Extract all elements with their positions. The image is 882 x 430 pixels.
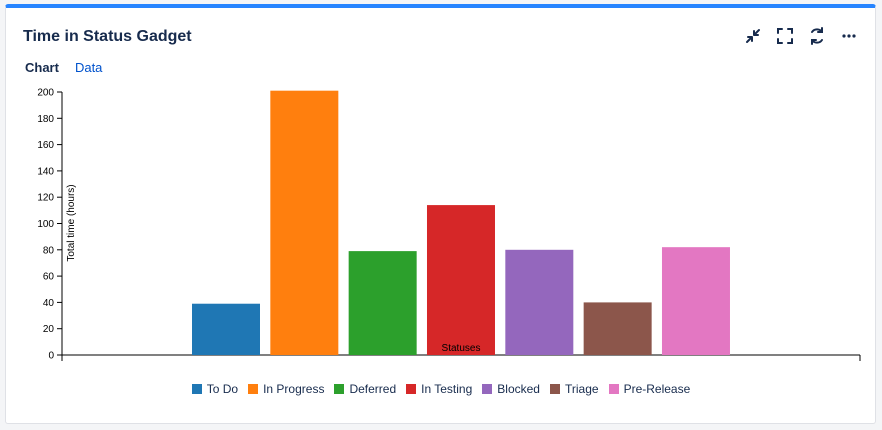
y-tick-label: 160 bbox=[37, 140, 54, 151]
legend-swatch bbox=[248, 384, 259, 394]
legend-item: Blocked bbox=[482, 382, 540, 396]
legend-label: Pre-Release bbox=[623, 382, 691, 396]
legend-swatch bbox=[608, 384, 619, 394]
legend-label: Triage bbox=[564, 382, 599, 396]
y-tick-label: 0 bbox=[48, 351, 54, 362]
y-tick-label: 20 bbox=[43, 324, 55, 335]
y-tick-label: 60 bbox=[43, 272, 55, 283]
y-tick-label: 180 bbox=[37, 114, 54, 125]
legend-label: Deferred bbox=[349, 382, 397, 396]
legend-label: To Do bbox=[206, 382, 239, 396]
tab-data[interactable]: Data bbox=[74, 60, 103, 75]
legend-item: Pre-Release bbox=[608, 382, 691, 396]
y-tick-label: 40 bbox=[43, 298, 55, 309]
gadget-actions bbox=[743, 26, 859, 46]
bar-deferred bbox=[348, 251, 417, 355]
gadget-title: Time in Status Gadget bbox=[23, 28, 192, 45]
legend-swatch bbox=[482, 384, 493, 394]
bar-in-testing bbox=[426, 205, 495, 355]
bar-triage bbox=[583, 302, 652, 355]
legend-swatch bbox=[406, 384, 417, 394]
fullscreen-icon[interactable] bbox=[775, 26, 795, 46]
legend-label: In Testing bbox=[421, 382, 473, 396]
bar-to-do bbox=[192, 303, 260, 355]
minimize-icon[interactable] bbox=[743, 26, 763, 46]
x-axis-label: Statuses bbox=[442, 343, 481, 354]
view-tabs: Chart Data bbox=[25, 60, 102, 75]
legend-swatch bbox=[334, 384, 345, 394]
legend-item: In Testing bbox=[406, 382, 472, 396]
refresh-icon[interactable] bbox=[807, 26, 827, 46]
bar-in-progress bbox=[270, 90, 339, 355]
legend-item: Deferred bbox=[334, 382, 396, 396]
y-axis-label: Total time (hours) bbox=[66, 184, 77, 261]
legend-swatch bbox=[549, 384, 560, 394]
legend-item: Triage bbox=[549, 382, 599, 396]
legend-item: In Progress bbox=[248, 382, 324, 396]
y-tick-label: 100 bbox=[37, 219, 54, 230]
y-tick-label: 140 bbox=[37, 166, 54, 177]
bar-pre-release bbox=[661, 247, 730, 355]
bar-blocked bbox=[505, 249, 574, 355]
y-tick-label: 120 bbox=[37, 193, 54, 204]
legend-label: Blocked bbox=[497, 382, 540, 396]
legend-item: To Do bbox=[191, 382, 239, 396]
tab-chart[interactable]: Chart bbox=[25, 60, 59, 75]
chart-legend: To Do In Progress Deferred In Testing Blocke… bbox=[0, 382, 882, 396]
more-icon[interactable] bbox=[839, 26, 859, 46]
legend-swatch bbox=[191, 384, 202, 394]
legend-label: In Progress bbox=[263, 382, 325, 396]
y-tick-label: 80 bbox=[43, 245, 55, 256]
y-tick-label: 200 bbox=[37, 88, 54, 99]
